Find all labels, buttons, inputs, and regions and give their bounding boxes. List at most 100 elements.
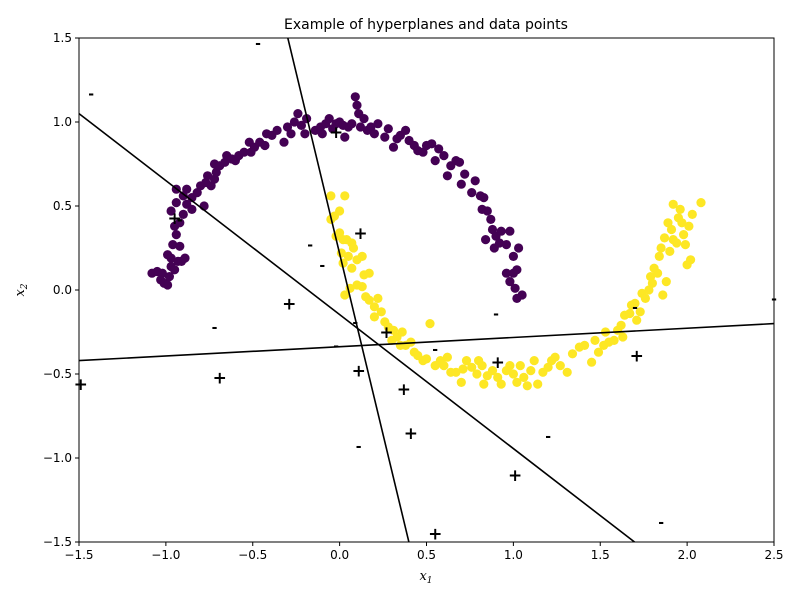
point-class0-116: [505, 226, 515, 236]
point-class0-114: [494, 238, 505, 248]
point-class0-73: [352, 100, 362, 110]
point-class1-91: [625, 308, 635, 319]
point-class1-122: [658, 290, 668, 300]
point-class0-79: [369, 129, 379, 139]
point-class0-26: [182, 184, 192, 194]
point-class1-69: [529, 356, 539, 366]
x-axis-label: x1: [419, 569, 432, 586]
point-class1-67: [522, 381, 532, 391]
point-class0-25: [187, 204, 197, 214]
point-class0-101: [460, 169, 470, 179]
point-class1-107: [665, 246, 675, 256]
point-class0-33: [203, 171, 213, 181]
point-class0-43: [239, 147, 249, 157]
point-class0-55: [289, 117, 299, 127]
point-class1-34: [397, 327, 407, 337]
point-class1-65: [515, 361, 525, 371]
x-tick-label-2: −0.5: [238, 548, 267, 562]
y-tick-label-1: −1.0: [43, 451, 72, 465]
x-tick-label-8: 2.5: [764, 548, 783, 562]
point-class0-57: [296, 120, 306, 130]
point-class0-96: [442, 171, 452, 181]
minus-marker-26: -: [632, 300, 638, 316]
plus-marker-1: +: [167, 209, 181, 229]
point-class1-75: [555, 361, 565, 371]
point-class1-115: [684, 221, 694, 231]
point-class0-10: [170, 265, 180, 275]
point-class0-108: [486, 214, 496, 224]
minus-marker-18: -: [307, 238, 313, 254]
point-class0-82: [383, 124, 393, 134]
point-class0-72: [350, 92, 360, 102]
point-class1-82: [593, 347, 604, 357]
point-class0-107: [482, 206, 492, 216]
point-class1-123: [680, 240, 691, 250]
minus-marker-14: -: [88, 86, 94, 102]
point-class0-118: [514, 243, 524, 253]
hyperplane-line-1: [286, 38, 410, 542]
point-class1-26: [373, 293, 383, 303]
plus-marker-11: +: [491, 353, 505, 373]
plus-marker-2: +: [213, 368, 227, 388]
point-class0-71: [347, 119, 357, 129]
point-class1-68: [526, 366, 536, 376]
point-class0-95: [439, 151, 449, 161]
point-class1-62: [505, 361, 515, 371]
point-class0-54: [286, 129, 296, 139]
minus-marker-16: -: [177, 212, 183, 228]
x-tick-label-5: 1.0: [504, 548, 523, 562]
point-class1-116: [687, 209, 697, 219]
plus-marker-9: +: [404, 424, 418, 444]
point-class0-64: [324, 114, 334, 124]
chart-title: Example of hyperplanes and data points: [284, 17, 568, 33]
point-class1-48: [451, 367, 461, 377]
point-class0-48: [260, 140, 270, 151]
minus-marker-20: -: [352, 315, 358, 331]
point-class1-27: [376, 307, 386, 317]
y-tick-label-2: −0.5: [43, 367, 72, 381]
point-class0-110: [481, 235, 491, 245]
point-class1-102: [653, 268, 663, 278]
plus-marker-6: +: [352, 362, 366, 382]
point-class1-66: [519, 372, 529, 382]
point-class1-42: [425, 319, 435, 329]
point-class1-117: [668, 199, 678, 209]
point-class1-89: [618, 332, 628, 342]
point-class1-118: [675, 204, 685, 214]
point-class0-94: [434, 144, 444, 154]
point-class0-16: [175, 241, 185, 251]
x-tick-label-3: 0.0: [330, 548, 349, 562]
point-class1-120: [663, 218, 673, 228]
y-axis-label: x2: [13, 283, 30, 296]
point-class1-113: [679, 230, 689, 240]
point-class1-45: [439, 361, 449, 371]
point-class0-117: [508, 251, 518, 261]
point-class1-104: [656, 243, 666, 253]
point-class1-81: [590, 335, 600, 345]
point-class0-103: [470, 176, 480, 186]
point-class0-78: [366, 122, 376, 132]
point-class1-58: [487, 366, 498, 376]
point-class0-58: [300, 129, 310, 139]
point-class1-110: [672, 238, 682, 248]
point-class1-103: [654, 251, 664, 261]
point-class1-80: [587, 357, 597, 367]
plus-marker-3: +: [282, 294, 296, 314]
minus-marker-21: -: [333, 338, 339, 354]
point-class0-102: [467, 188, 477, 198]
point-class1-79: [580, 340, 590, 350]
point-class0-100: [456, 179, 466, 189]
hyperplane-line-2: [79, 112, 636, 542]
x-axis-label-sub: 1: [427, 576, 433, 586]
point-class1-93: [630, 298, 640, 308]
minus-marker-24: -: [493, 307, 499, 323]
point-class1-52: [467, 362, 477, 372]
y-axis-label-sub: 2: [20, 283, 30, 290]
point-class0-53: [282, 122, 293, 132]
point-class0-105: [479, 193, 489, 203]
point-class1-119: [696, 198, 706, 208]
plus-marker-12: +: [508, 466, 522, 486]
point-class0-119: [501, 268, 511, 278]
y-tick-label-6: 1.5: [53, 31, 72, 45]
